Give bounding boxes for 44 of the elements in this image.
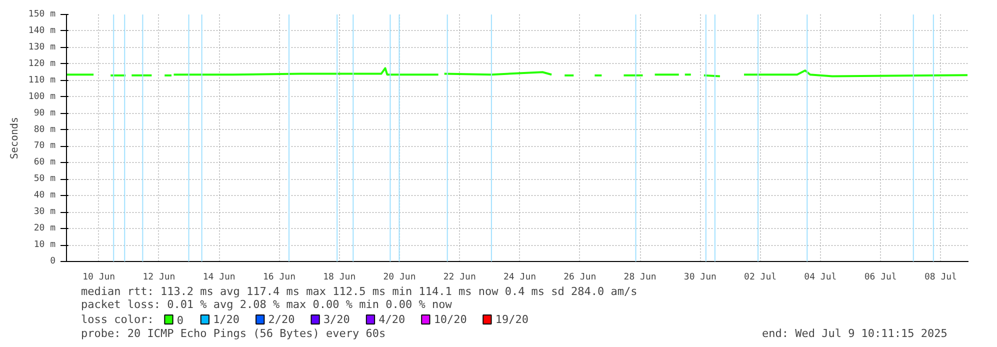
y-tick-label: 20 m xyxy=(34,224,56,234)
y-tick-label: 110 m xyxy=(28,75,56,86)
y-tick-label: 70 m xyxy=(34,141,56,152)
text: end: Wed Jul 9 10:11:15 2025 xyxy=(762,327,948,340)
text: median rtt: 113.2 ms avg 117.4 ms max 112.5 ms min 114.1 ms now 0.4 ms sd 284.0 am/s xyxy=(80,285,638,298)
x-tick-label: 26 Jun xyxy=(564,272,596,282)
y-axis-title: Seconds xyxy=(9,116,20,160)
text: packet loss: 0.01 % avg 2.08 % max 0.00 % min 0.00 % now xyxy=(80,298,452,311)
x-tick-label: 08 Jul xyxy=(924,272,957,282)
y-tick-label: 50 m xyxy=(34,174,56,184)
x-tick-label: 12 Jun xyxy=(142,272,176,282)
y-tick-label: 30 m xyxy=(34,207,56,218)
x-tick-label: 20 Jun xyxy=(383,272,416,282)
legend-label: 10/20 xyxy=(434,313,467,326)
legend-label: 2/20 xyxy=(268,313,295,326)
y-tick-label: 140 m xyxy=(28,26,56,36)
x-tick-label: 10 Jun xyxy=(82,272,116,282)
y-tick-label: 130 m xyxy=(28,42,56,52)
y-tick-label: 0 xyxy=(50,256,56,266)
y-tick-label: 100 m xyxy=(28,92,56,102)
legend-label: 4/20 xyxy=(378,313,406,326)
y-tick-label: 80 m xyxy=(34,124,56,135)
y-tick-label: 150 m xyxy=(28,10,56,20)
text: probe: 20 ICMP Echo Pings (56 Bytes) every 60s xyxy=(80,327,386,340)
x-tick-label: 22 Jun xyxy=(443,272,476,282)
legend-title: loss color: xyxy=(80,313,154,326)
y-tick-label: 40 m xyxy=(34,190,56,201)
x-tick-label: 06 Jul xyxy=(864,272,897,282)
x-tick-label: 02 Jul xyxy=(744,272,777,282)
y-tick-label: 60 m xyxy=(34,158,56,168)
x-tick-label: 16 Jun xyxy=(262,272,296,282)
y-tick-label: 90 m xyxy=(34,108,56,118)
legend-label: 3/20 xyxy=(323,313,350,326)
legend-label: 0 xyxy=(176,314,184,327)
x-tick-label: 24 Jun xyxy=(504,272,536,282)
y-tick-label: 10 m xyxy=(34,240,56,250)
legend-label: 1/20 xyxy=(213,313,240,326)
legend-label: 19/20 xyxy=(495,313,528,326)
x-tick-label: 14 Jun xyxy=(202,272,236,282)
y-tick-label: 120 m xyxy=(28,58,56,69)
x-tick-label: 18 Jun xyxy=(323,272,356,282)
x-tick-label: 28 Jun xyxy=(624,272,656,282)
x-tick-label: 04 Jul xyxy=(804,272,837,282)
x-tick-label: 30 Jun xyxy=(684,272,716,282)
